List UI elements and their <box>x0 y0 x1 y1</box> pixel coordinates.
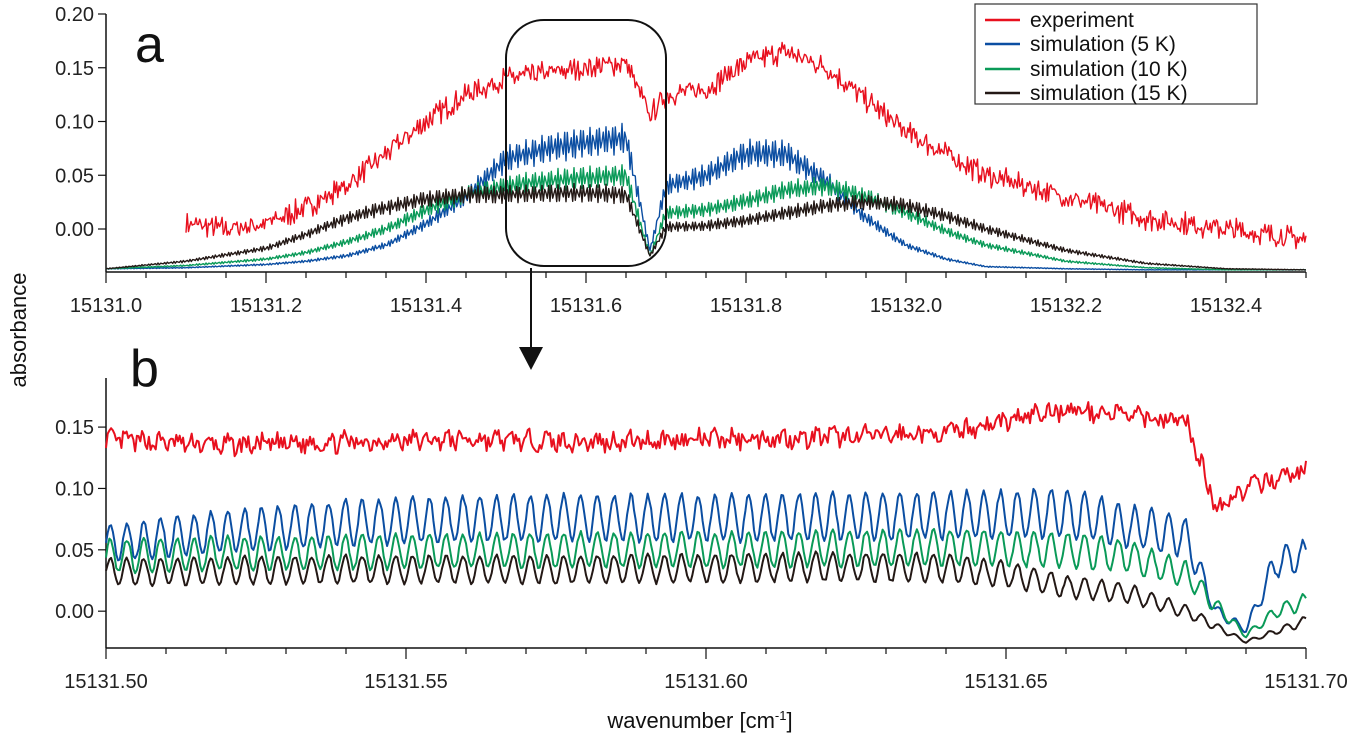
x-axis-label: wavenumber [cm-1] <box>606 708 792 733</box>
panel-b-series <box>105 401 1307 644</box>
panel-a-x-tick-label: 15131.8 <box>710 295 782 317</box>
panel-b-y-tick-label: 0.00 <box>55 601 94 623</box>
panel-a-y-tick-label: 0.00 <box>55 219 94 241</box>
legend-label-5k: simulation (5 K) <box>1030 33 1176 56</box>
zoom-arrow-head <box>519 347 543 370</box>
panel-b-x-tick-label: 15131.70 <box>1264 671 1347 693</box>
panel-b-y-tick-label: 0.10 <box>55 478 94 500</box>
panel-a-y-tick-label: 0.10 <box>55 112 94 134</box>
panel-a-axes: 15131.0 15131.2 15131.4 15131.6 15131.8 15132… <box>55 4 1307 317</box>
panel-a-x-tick-label: 15132.4 <box>1190 295 1262 317</box>
panel-b-x-tick-label: 15131.60 <box>664 671 747 693</box>
legend-label-experiment: experiment <box>1030 9 1134 32</box>
panel-b-y-tick-label: 0.05 <box>55 540 94 562</box>
panel-a-series-simulation-10-k <box>105 164 1307 271</box>
y-axis-label: absorbance <box>6 273 31 388</box>
panel-a-series-experiment <box>185 41 1307 250</box>
legend-label-15k: simulation (15 K) <box>1030 82 1188 105</box>
panel-b-x-tick-label: 15131.65 <box>964 671 1047 693</box>
panel-b-axes: 15131.50 15131.55 15131.60 15131.65 15131.70… <box>55 378 1348 693</box>
panel-a-y-tick-label: 0.15 <box>55 58 94 80</box>
panel-b-x-tick-label: 15131.55 <box>364 671 447 693</box>
panel-label-a: a <box>135 16 164 74</box>
panel-a-x-tick-label: 15131.4 <box>390 295 462 317</box>
panel-b-series-simulation-5-k <box>105 487 1307 634</box>
panel-a-x-tick-label: 15132.0 <box>870 295 942 317</box>
zoom-box <box>505 19 667 267</box>
panel-a-y-tick-label: 0.20 <box>55 4 94 26</box>
panel-label-b: b <box>130 340 159 398</box>
panel-a-x-tick-label: 15131.2 <box>230 295 302 317</box>
panel-a-series-simulation-15-k <box>105 182 1306 271</box>
panel-a-y-tick-label: 0.05 <box>55 165 94 187</box>
panel-b-series-experiment <box>105 401 1307 513</box>
panel-b-series-simulation-10-k <box>105 527 1307 639</box>
legend: experiment simulation (5 K) simulation (… <box>974 3 1258 105</box>
panel-b-series-simulation-15-k <box>105 550 1307 644</box>
panel-b-y-tick-label: 0.15 <box>55 417 94 439</box>
panel-a-x-tick-label: 15132.2 <box>1030 295 1102 317</box>
legend-box <box>974 3 1258 105</box>
panel-a-series <box>105 41 1307 271</box>
panel-b-x-tick-label: 15131.50 <box>64 671 147 693</box>
legend-label-10k: simulation (10 K) <box>1030 58 1188 81</box>
panel-a-x-tick-label: 15131.6 <box>550 295 622 317</box>
panel-a-series-simulation-5-k <box>105 122 1306 271</box>
panel-a-x-tick-label: 15131.0 <box>70 295 142 317</box>
